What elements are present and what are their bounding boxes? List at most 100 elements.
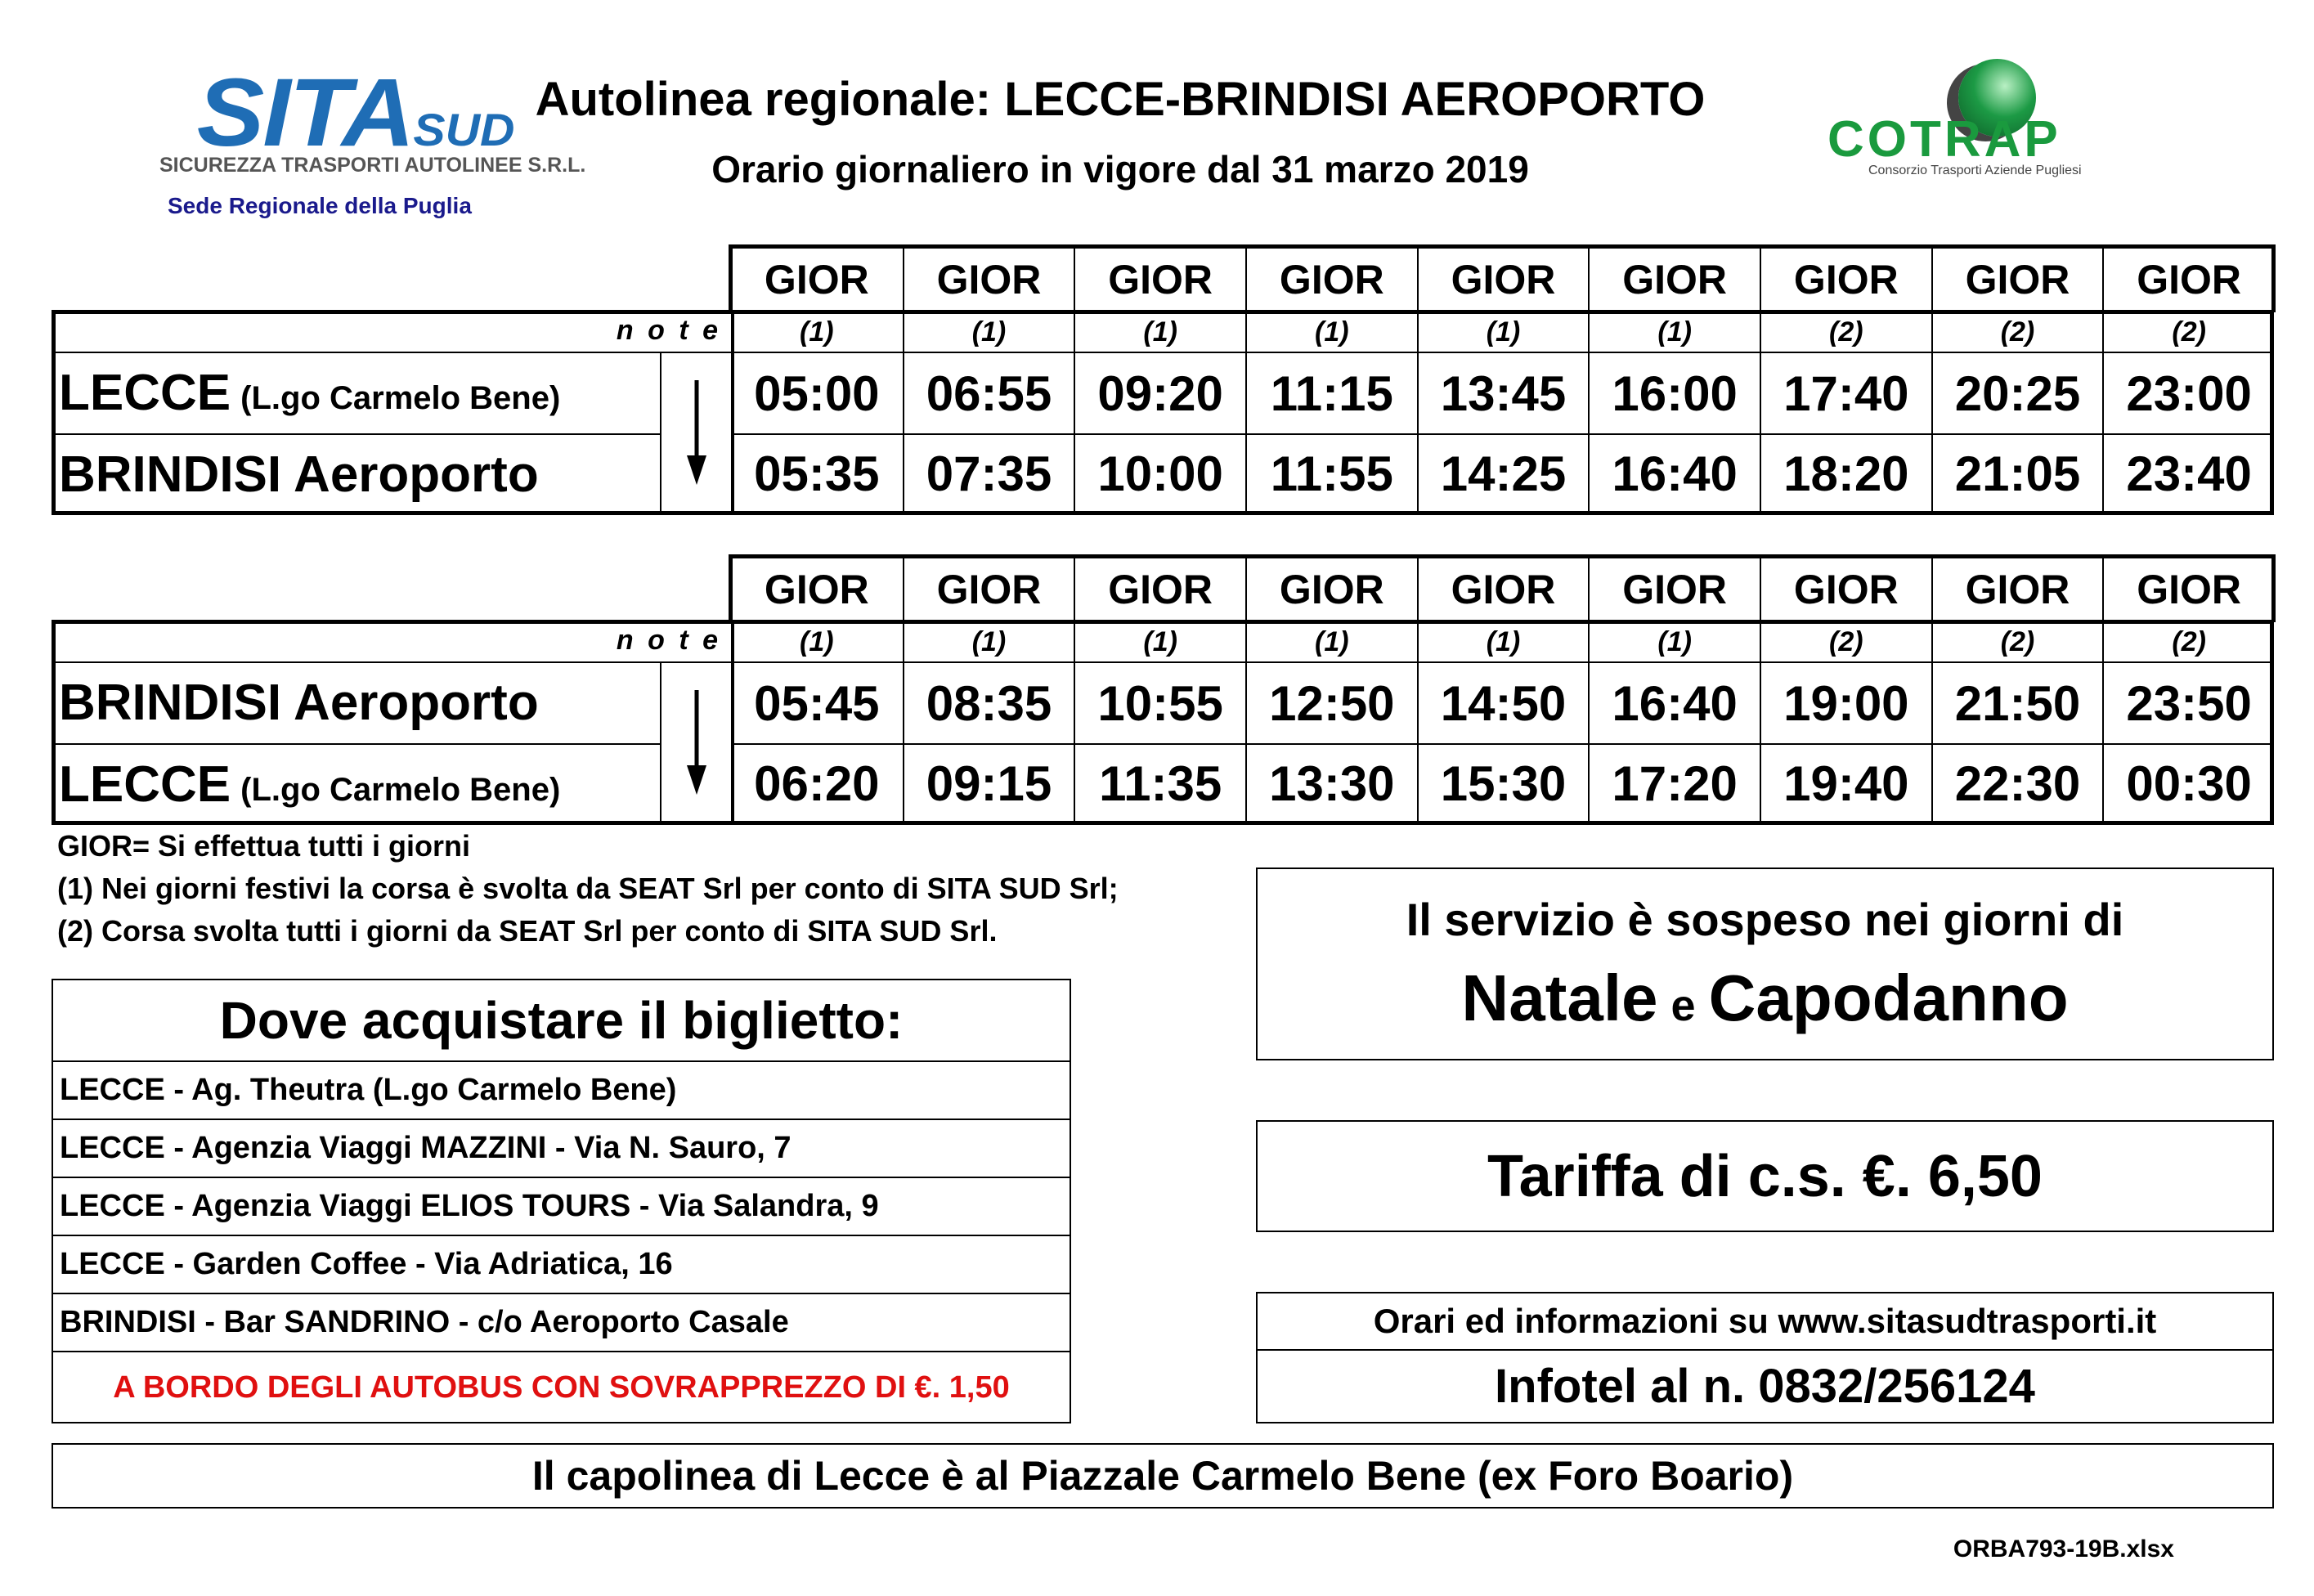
departure-time: 09:20: [1074, 352, 1245, 433]
trip-note: (1): [902, 312, 1074, 352]
day-type: GIOR: [1588, 558, 1760, 620]
departure-time: 11:15: [1245, 352, 1417, 433]
departure-time: 05:00: [731, 352, 903, 433]
onboard-surcharge: A BORDO DEGLI AUTOBUS CON SOVRAPPREZZO D…: [53, 1351, 1070, 1423]
terminus-note: Il capolinea di Lecce è al Piazzale Carm…: [52, 1443, 2274, 1509]
suspension-days: Natale e Capodanno: [1461, 961, 2069, 1034]
suspension-box: Il servizio è sospeso nei giorni di Nata…: [1256, 867, 2274, 1060]
arrival-time: 11:55: [1245, 433, 1417, 513]
arrival-time: 23:40: [2102, 433, 2274, 513]
note-label: n o t e: [616, 625, 721, 656]
direction-arrow-icon: [687, 380, 706, 485]
trip-note: (1): [1245, 622, 1417, 661]
arrival-time: 11:35: [1074, 743, 1245, 823]
ticket-title: Dove acquistare il biglietto:: [219, 991, 904, 1050]
legend-line: (1) Nei giorni festivi la corsa è svolta…: [57, 872, 1119, 905]
trip-note: (2): [1760, 622, 1931, 661]
stop-name: BRINDISI Aeroporto: [59, 674, 539, 731]
trip-note: (1): [1416, 312, 1589, 352]
day-type: GIOR: [902, 558, 1074, 620]
timetable-1: [52, 310, 2274, 515]
ticket-place: LECCE - Garden Coffee - Via Adriatica, 1…: [53, 1235, 1070, 1293]
arrival-time: 19:40: [1760, 743, 1931, 823]
page-title: Autolinea regionale: LECCE-BRINDISI AERO…: [535, 73, 1706, 126]
day-type: GIOR: [764, 566, 869, 612]
day-type: GIOR: [1245, 558, 1417, 620]
trip-note: (2): [1931, 312, 2103, 352]
arrival-time: 07:35: [902, 433, 1074, 513]
trip-note: (2): [1931, 622, 2103, 661]
departure-time: 16:00: [1588, 352, 1760, 433]
trip-note: (1): [800, 625, 834, 657]
departure-time: 06:55: [902, 352, 1074, 433]
legend-line: (2) Corsa svolta tutti i giorni da SEAT …: [57, 914, 998, 948]
departure-time: 14:50: [1416, 661, 1589, 743]
day-type: GIOR: [902, 249, 1074, 310]
arrival-time: 15:30: [1416, 743, 1589, 823]
arrival-time: 00:30: [2102, 743, 2274, 823]
sita-logo-subtitle: SICUREZZA TRASPORTI AUTOLINEE S.R.L.: [159, 154, 586, 177]
trip-note: (1): [1588, 312, 1760, 352]
day-type: GIOR: [1760, 249, 1931, 310]
day-type: GIOR: [1931, 558, 2103, 620]
note-label: n o t e: [616, 315, 721, 346]
trip-note: (1): [902, 622, 1074, 661]
arrival-time: 21:05: [1931, 433, 2103, 513]
cotrap-sphere-icon: [1958, 59, 2036, 137]
ticket-place: LECCE - Agenzia Viaggi ELIOS TOURS - Via…: [53, 1177, 1070, 1235]
departure-time: 19:00: [1760, 661, 1931, 743]
trip-note: (1): [1588, 622, 1760, 661]
day-type: GIOR: [1245, 249, 1417, 310]
day-type: GIOR: [1416, 249, 1589, 310]
trip-note: (1): [1416, 622, 1589, 661]
sita-sud-logo: SITASUD: [196, 59, 515, 167]
days-header: [729, 244, 2276, 312]
stop-name: LECCE (L.go Carmelo Bene): [59, 755, 561, 813]
ticket-place: LECCE - Ag. Theutra (L.go Carmelo Bene): [53, 1060, 1070, 1119]
departure-time: 13:45: [1416, 352, 1589, 433]
suspension-text: Il servizio è sospeso nei giorni di: [1406, 893, 2124, 945]
arrival-time: 05:35: [731, 433, 903, 513]
arrival-time: 13:30: [1245, 743, 1417, 823]
arrival-time: 17:20: [1588, 743, 1760, 823]
cotrap-logo-subtitle: Consorzio Trasporti Aziende Pugliesi: [1868, 164, 2082, 177]
info-box: Orari ed informazioni su www.sitasudtras…: [1256, 1292, 2274, 1423]
departure-time: 20:25: [1931, 352, 2103, 433]
ticket-place: BRINDISI - Bar SANDRINO - c/o Aeroporto …: [53, 1293, 1070, 1351]
trip-note: (1): [800, 316, 834, 347]
ticket-box: Dove acquistare il biglietto: LECCE - Ag…: [52, 979, 1071, 1423]
arrival-time: 10:00: [1074, 433, 1245, 513]
arrival-time: 18:20: [1760, 433, 1931, 513]
days-header: [729, 554, 2276, 622]
arrival-time: 14:25: [1416, 433, 1589, 513]
file-name: ORBA793-19B.xlsx: [1953, 1535, 2174, 1562]
trip-note: (1): [1074, 622, 1245, 661]
day-type: GIOR: [1588, 249, 1760, 310]
day-type: GIOR: [1931, 249, 2103, 310]
stop-name: LECCE (L.go Carmelo Bene): [59, 364, 561, 421]
departure-time: 08:35: [902, 661, 1074, 743]
day-type: GIOR: [1074, 249, 1245, 310]
cotrap-logo: COTRAP: [1827, 111, 2061, 168]
arrival-time: 06:20: [731, 743, 903, 823]
sita-region: Sede Regionale della Puglia: [168, 193, 472, 218]
day-type: GIOR: [1074, 558, 1245, 620]
info-web: Orari ed informazioni su www.sitasudtras…: [1373, 1302, 2157, 1340]
trip-note: (2): [1760, 312, 1931, 352]
departure-time: 05:45: [731, 661, 903, 743]
departure-time: 16:40: [1588, 661, 1760, 743]
info-phone: Infotel al n. 0832/256124: [1258, 1349, 2272, 1422]
day-type: GIOR: [2102, 249, 2274, 310]
day-type: GIOR: [2102, 558, 2274, 620]
fare-box: Tariffa di c.s. €. 6,50: [1256, 1120, 2274, 1232]
direction-arrow-icon: [687, 690, 706, 795]
timetable-2: [52, 620, 2274, 825]
trip-note: (1): [1245, 312, 1417, 352]
arrival-time: 09:15: [902, 743, 1074, 823]
departure-time: 10:55: [1074, 661, 1245, 743]
stop-name: BRINDISI Aeroporto: [59, 446, 539, 503]
departure-time: 23:50: [2102, 661, 2274, 743]
departure-time: 12:50: [1245, 661, 1417, 743]
day-type: GIOR: [1760, 558, 1931, 620]
ticket-place: LECCE - Agenzia Viaggi MAZZINI - Via N. …: [53, 1119, 1070, 1177]
